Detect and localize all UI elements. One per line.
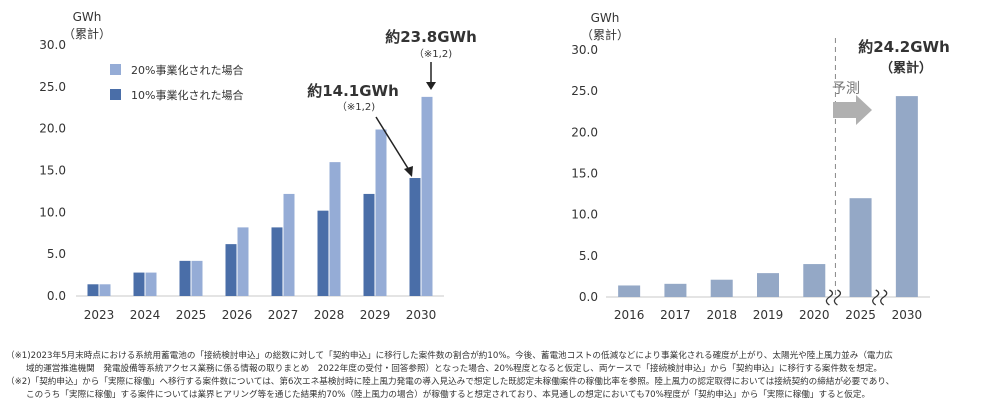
bar [757, 273, 779, 297]
legend-swatch [110, 64, 121, 75]
y-axis-label: GWh [591, 11, 620, 25]
x-tick-label: 2030 [892, 308, 923, 322]
x-tick-label: 2019 [753, 308, 784, 322]
bar [618, 285, 641, 297]
y-tick-label: 20.0 [571, 125, 598, 139]
footnote-line: （※1)2023年5月末時点における系統用蓄電池の「接続検討申込」の総数に対して… [6, 351, 893, 361]
y-tick-label: 25.0 [39, 80, 66, 94]
axis-break-stroke [825, 289, 834, 306]
axis-break-stroke [833, 289, 842, 306]
annotation-note: （累計） [880, 60, 932, 76]
y-tick-label: 25.0 [571, 84, 598, 98]
x-tick-label: 2028 [314, 308, 345, 322]
bar-10pct [133, 272, 145, 296]
legend-label: 20%事業化された場合 [131, 63, 243, 77]
bar-10pct [363, 193, 375, 296]
y-tick-label: 15.0 [39, 164, 66, 178]
annotation-note: （※1,2) [414, 48, 452, 60]
charts-canvas: GWh （累計） 0.0 5.0 10.0 15.0 20.0 25.0 30.0 2023 202… [39, 10, 950, 322]
bar-10pct [317, 210, 329, 296]
footnote-line: このうち「実際に稼働」する案件については業界ヒアリング等を通じた結果約70%（陸… [26, 390, 871, 400]
y-tick-label: 0.0 [47, 289, 66, 303]
x-tick-label: 2026 [222, 308, 253, 322]
axis-break-stroke [872, 289, 880, 306]
axis-break-stroke [880, 289, 888, 306]
y-tick-label: 10.0 [39, 205, 66, 219]
forecast-label: 予測 [832, 81, 860, 97]
x-tick-label: 2025 [845, 308, 876, 322]
x-tick-label: 2024 [130, 308, 161, 322]
bar-20pct [375, 129, 387, 296]
x-tick-label: 2025 [176, 308, 207, 322]
y-axis-label: （累計） [581, 27, 629, 42]
y-tick-label: 5.0 [579, 249, 598, 263]
y-tick-label: 10.0 [571, 208, 598, 222]
annotation-title: 約14.1GWh [307, 82, 399, 100]
axis-break-mark [872, 289, 888, 306]
bar-20pct [191, 260, 203, 296]
bar-20pct [421, 96, 433, 296]
bar-20pct [145, 272, 157, 296]
bar [849, 198, 872, 297]
annotation-note: （※1,2) [337, 101, 375, 113]
bar-20pct [329, 162, 341, 296]
forecast-arrow-icon [833, 95, 872, 125]
bar [803, 264, 826, 297]
x-tick-label: 2020 [799, 308, 830, 322]
x-tick-label: 2029 [360, 308, 391, 322]
footnote-line: 域的運営推進機関 発電設備等系統アクセス業務に係る情報の取りまとめ 2022年度… [26, 364, 883, 374]
y-tick-label: 0.0 [579, 290, 598, 304]
x-tick-label: 2018 [706, 308, 737, 322]
x-tick-label: 2023 [84, 308, 115, 322]
y-tick-label: 15.0 [571, 167, 598, 181]
y-axis-label: （累計） [63, 26, 111, 41]
annotation-title: 約24.2GWh [858, 38, 950, 56]
legend-swatch [110, 89, 121, 100]
legend-label: 10%事業化された場合 [131, 88, 243, 102]
y-axis-label: GWh [73, 10, 102, 24]
bar-10pct [179, 260, 191, 296]
bar [710, 279, 733, 297]
footnotes: （※1)2023年5月末時点における系統用蓄電池の「接続検討申込」の総数に対して… [6, 350, 1002, 402]
y-tick-label: 20.0 [39, 122, 66, 136]
annotation-arrow [375, 116, 410, 171]
bar [895, 96, 918, 298]
y-tick-label: 5.0 [47, 247, 66, 261]
bar-10pct [271, 227, 283, 296]
x-tick-label: 2017 [660, 308, 691, 322]
bar-20pct [99, 284, 111, 296]
annotation-arrowhead [404, 166, 413, 177]
y-tick-label: 30.0 [39, 38, 66, 52]
bar [664, 283, 687, 297]
annotation-arrowhead [426, 82, 436, 90]
bar-10pct [87, 284, 99, 296]
axis-break-mark [825, 289, 842, 306]
bar-20pct [237, 227, 249, 296]
annotation-title: 約23.8GWh [385, 28, 477, 46]
bar-10pct [409, 178, 421, 296]
footnote-line: （※2)「契約申込」から「実際に稼働」へ移行する案件数については、第6次エネ基検… [6, 377, 895, 387]
bar-20pct [283, 193, 295, 296]
x-tick-label: 2016 [614, 308, 645, 322]
bar-10pct [225, 244, 237, 296]
x-tick-label: 2030 [406, 308, 437, 322]
y-tick-label: 30.0 [571, 43, 598, 57]
x-tick-label: 2027 [268, 308, 299, 322]
